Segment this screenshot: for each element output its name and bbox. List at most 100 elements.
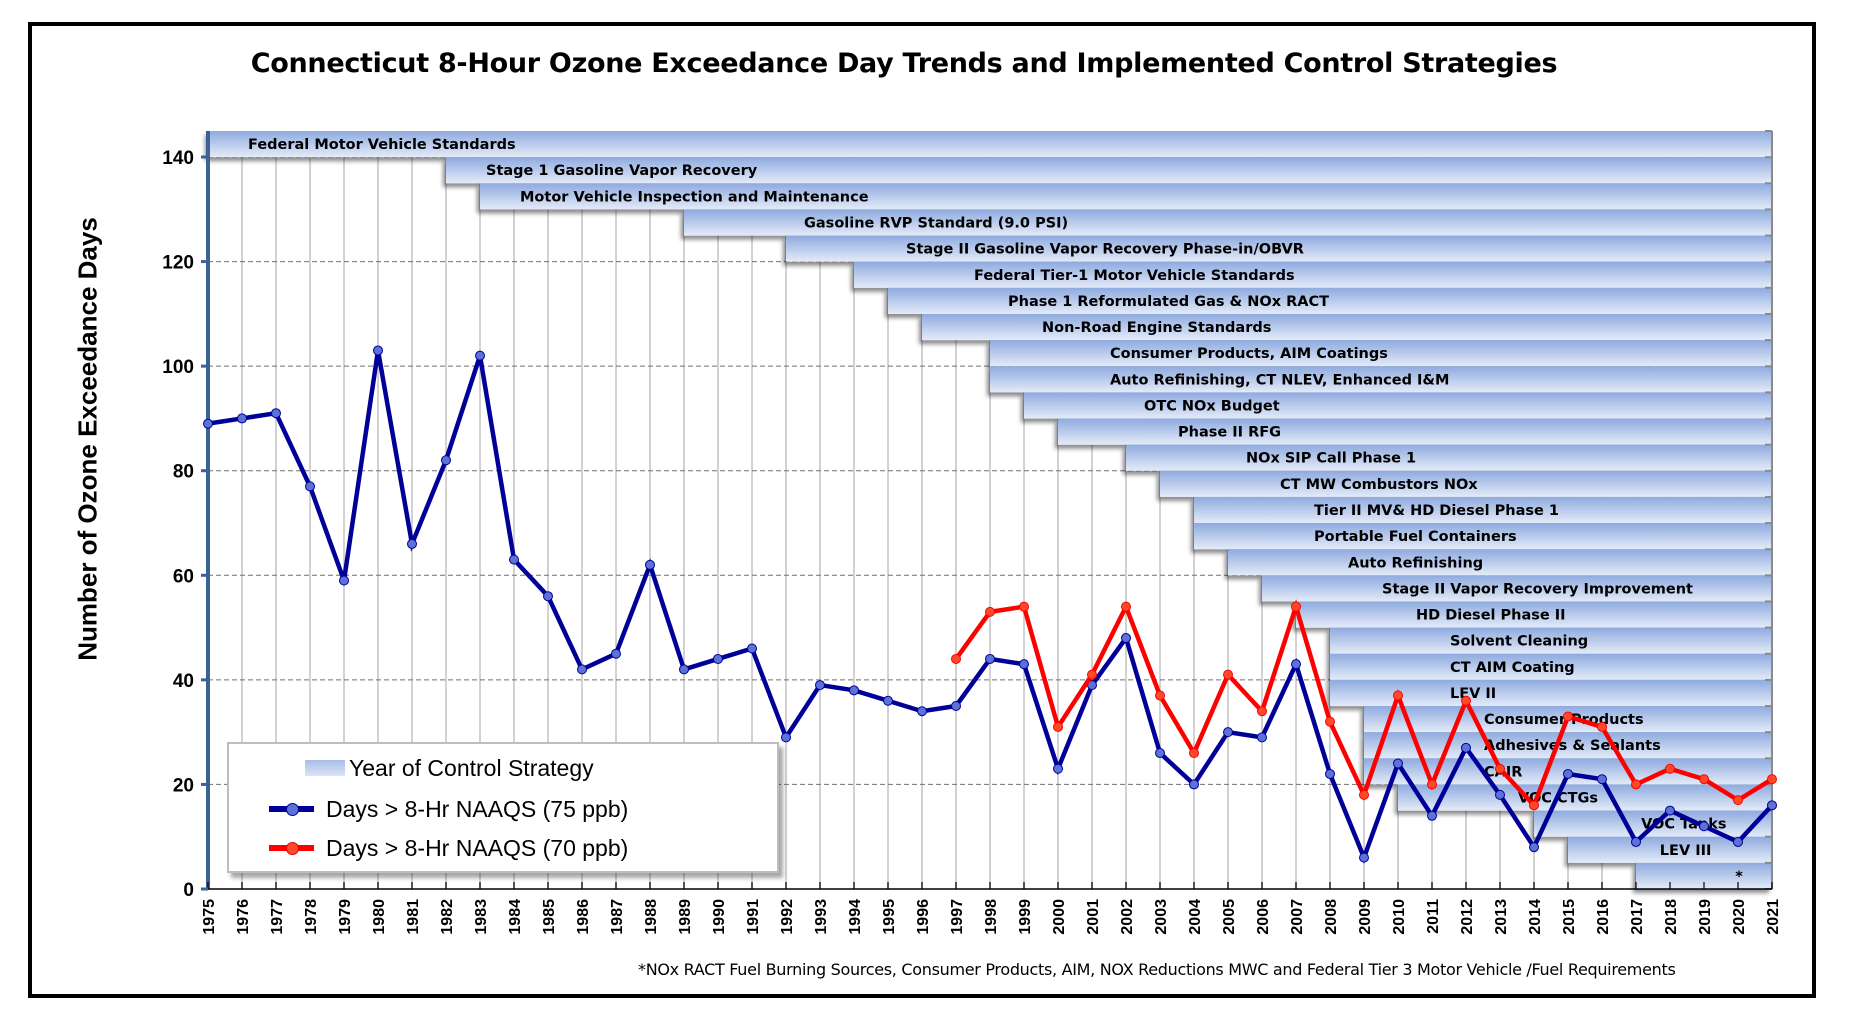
x-tick-label: 2006 <box>1255 899 1272 935</box>
data-point <box>1359 852 1369 863</box>
x-tick-label: 2010 <box>1391 899 1408 935</box>
y-tick-label: 0 <box>183 880 194 901</box>
data-point <box>1053 763 1063 774</box>
data-point <box>1053 721 1063 732</box>
control-strategy-bar-rect <box>1330 679 1772 707</box>
data-point <box>951 653 961 664</box>
data-point <box>1257 732 1267 743</box>
control-strategy-label: OTC NOx Budget <box>1144 398 1280 414</box>
control-strategy-bar: Solvent Cleaning <box>1330 627 1772 654</box>
x-tick-label: 1991 <box>745 899 762 935</box>
x-tick-label: 2021 <box>1765 899 1782 935</box>
series-75ppb <box>203 345 1777 864</box>
control-strategy-bar-rect <box>1126 444 1772 471</box>
data-point <box>1393 758 1403 769</box>
control-strategy-bar-rect <box>1228 549 1772 576</box>
control-strategy-bar: Federal Motor Vehicle Standards <box>208 131 1772 158</box>
data-point <box>1563 711 1573 722</box>
x-tick-label: 2005 <box>1221 899 1238 935</box>
data-point <box>1393 690 1403 701</box>
x-tick-label: 1999 <box>1017 899 1034 935</box>
data-point <box>679 664 689 675</box>
control-strategy-bar-rect <box>990 366 1772 393</box>
axes <box>206 130 1773 890</box>
x-tick-label: 1989 <box>677 899 694 935</box>
x-tick-label: 2017 <box>1629 899 1646 935</box>
x-tick-label: 1982 <box>439 899 456 935</box>
data-point <box>1325 768 1335 779</box>
x-tick-label: 1998 <box>983 899 1000 935</box>
x-tick-label: 1977 <box>269 899 286 935</box>
data-point <box>1291 601 1301 612</box>
control-strategy-label: Consumer Products, AIM Coatings <box>1110 346 1388 362</box>
control-strategy-bar: VOC Tanks <box>1534 810 1772 837</box>
control-strategy-bar-rect <box>1398 784 1772 811</box>
x-tick-label: 1975 <box>201 899 218 935</box>
x-tick-label: 1987 <box>609 899 626 935</box>
x-tick-label: 1983 <box>473 899 490 935</box>
x-tick-label: 2003 <box>1153 899 1170 935</box>
control-strategy-bar-rect <box>854 261 1772 288</box>
footnote: *NOx RACT Fuel Burning Sources, Consumer… <box>638 960 1676 979</box>
data-point <box>1427 810 1437 821</box>
control-strategy-bar: Phase II RFG <box>1058 418 1772 445</box>
data-point <box>1257 706 1267 717</box>
y-tick-labels: 0 20 40 60 80 100 120 140 <box>162 148 208 901</box>
x-tick-label: 2000 <box>1051 899 1068 935</box>
control-strategy-bar-rect <box>1262 575 1772 602</box>
data-point <box>1019 601 1029 612</box>
chart-title: Connecticut 8-Hour Ozone Exceedance Day … <box>250 48 1558 79</box>
data-point <box>1699 774 1709 785</box>
data-point <box>1121 633 1131 644</box>
control-strategy-bar-rect <box>1364 732 1772 759</box>
x-tick-label: 1988 <box>643 899 660 935</box>
control-strategy-label: Portable Fuel Containers <box>1314 529 1517 545</box>
control-strategy-bar: Stage II Gasoline Vapor Recovery Phase-i… <box>786 235 1772 262</box>
data-point <box>611 648 621 659</box>
x-tick-label: 1990 <box>711 899 728 935</box>
control-strategy-bar-rect <box>480 183 1772 210</box>
control-strategy-bar: CT MW Combustors NOx <box>1160 470 1772 497</box>
control-strategy-bar-rect <box>990 340 1772 367</box>
control-strategy-bar: OTC NOx Budget <box>1024 392 1772 419</box>
control-strategy-swatch <box>305 760 345 776</box>
legend-item-75ppb: Days > 8-Hr NAAQS (75 ppb) <box>229 789 628 829</box>
control-strategy-bar-rect <box>1296 601 1772 628</box>
control-strategy-label: Phase 1 Reformulated Gas & NOx RACT <box>1008 294 1329 310</box>
y-tick-label: 20 <box>173 775 194 796</box>
data-point <box>1087 669 1097 680</box>
control-strategy-label: Non-Road Engine Standards <box>1042 320 1271 336</box>
data-point <box>1733 795 1743 806</box>
data-point <box>373 345 383 356</box>
control-strategy-bar-rect <box>888 287 1772 314</box>
legend: Year of Control Strategy Days > 8-Hr NAA… <box>227 742 779 873</box>
x-tick-label: 1984 <box>507 899 524 935</box>
data-point <box>237 413 247 424</box>
data-point <box>475 350 485 361</box>
data-point <box>1155 748 1165 759</box>
data-point <box>883 695 893 706</box>
data-point <box>1495 789 1505 800</box>
control-strategy-label: Stage II Gasoline Vapor Recovery Phase-i… <box>906 242 1304 258</box>
x-tick-label: 1993 <box>813 899 830 935</box>
x-tick-label: 1979 <box>337 899 354 935</box>
control-strategy-bar-rect <box>786 235 1772 262</box>
data-point <box>917 706 927 717</box>
control-strategy-bar: NOx SIP Call Phase 1 <box>1126 444 1772 471</box>
data-point <box>713 653 723 664</box>
data-point <box>1427 779 1437 790</box>
x-tick-label: 1994 <box>847 899 864 935</box>
control-strategy-label: LEV II <box>1450 686 1496 702</box>
control-strategy-label: Solvent Cleaning <box>1450 634 1588 650</box>
data-point <box>509 554 519 565</box>
data-point <box>747 643 757 654</box>
y-tick-label: 100 <box>162 357 194 378</box>
x-tick-label: 2001 <box>1085 899 1102 935</box>
control-strategy-bar: LEV II <box>1330 679 1772 707</box>
data-point <box>305 481 315 492</box>
data-point <box>543 591 553 602</box>
y-tick-label: 120 <box>162 253 194 274</box>
x-tick-label: 2002 <box>1119 899 1136 935</box>
x-tick-label: 1976 <box>235 899 252 935</box>
